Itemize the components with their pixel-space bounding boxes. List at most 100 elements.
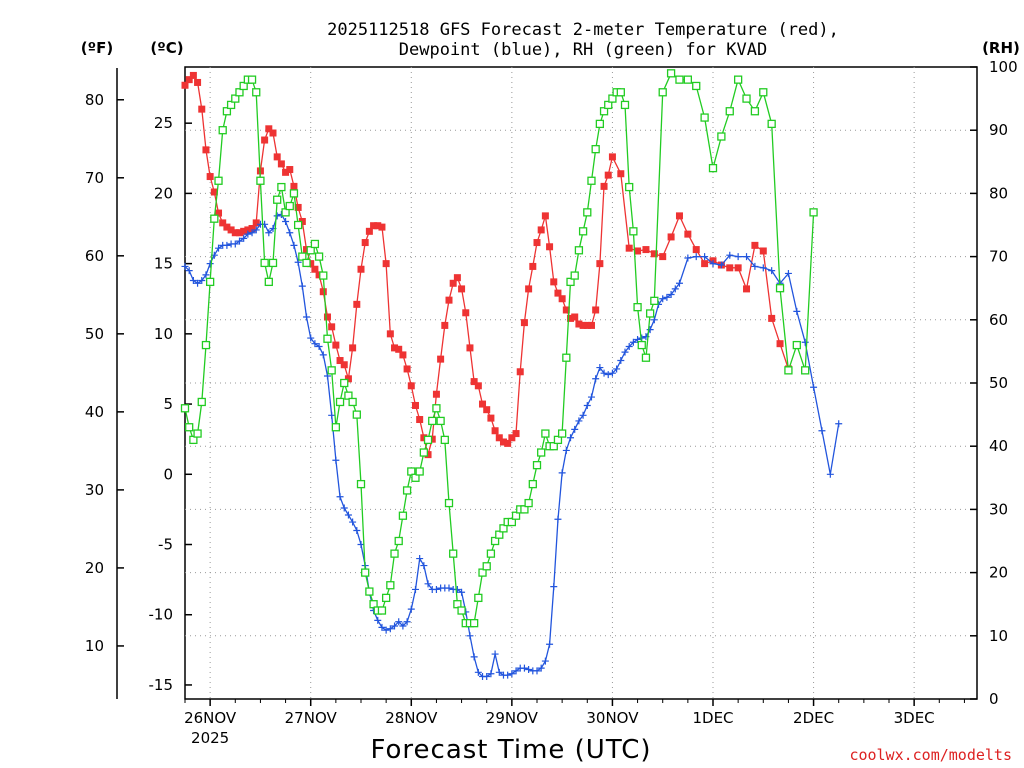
rh-point [524,498,533,508]
rh-tick-label: 20 [989,564,1008,582]
temperature-point [726,264,734,272]
rh-point [490,536,500,546]
rh-tick-label: 90 [989,121,1008,139]
x-tick-label: 28NOV [385,709,438,727]
rh-point [700,113,709,122]
dewpoint-point [734,253,742,261]
dewpoint-point [504,671,512,679]
temperature-point [194,78,202,86]
rh-point [792,340,801,350]
temperature-point [185,76,193,84]
rh-point [226,100,236,110]
rh-point [273,195,282,204]
dewpoint-point [403,618,411,626]
celsius-tick-label: -15 [149,676,174,694]
dewpoint-point [474,668,482,676]
rh-point [264,277,273,287]
dewpoint-point [470,653,478,661]
rh-point [591,145,600,154]
rh-point [361,568,370,577]
rh-point [235,88,244,97]
credit-text[interactable]: coolwx.com/modelts [849,746,1012,764]
temperature-point [634,247,642,255]
temperature-point [323,313,331,321]
temperature-point [349,344,357,352]
dewpoint-point [541,657,549,665]
rh-tick-label: 50 [989,374,1008,392]
series [180,69,843,681]
dewpoint-point [546,640,554,648]
dewpoint-point [248,229,256,237]
fahrenheit-tick-label: 60 [85,247,104,265]
dewpoint-point [420,562,428,570]
dewpoint-point [667,291,675,299]
temperature-point [525,285,533,293]
rh-point [557,429,567,438]
dewpoint-point [252,226,260,234]
temperature-point [428,435,436,443]
temperature-point [378,223,386,231]
dewpoint-point [353,526,361,534]
temperature-point [520,319,528,327]
rh-point [310,239,320,249]
rh-tick-label: 0 [989,690,999,708]
dewpoint-point [487,670,495,678]
dewpoint-point [650,316,658,324]
rh-point [692,81,701,91]
celsius-tick-label: 25 [154,114,173,132]
rh-point [369,600,378,609]
rh-point [344,391,353,400]
rh-point [750,107,760,116]
dewpoint-point [290,241,298,249]
fahrenheit-unit-label: (ºF) [81,39,113,57]
fahrenheit-tick-label: 30 [85,481,104,499]
temperature-point [391,344,399,352]
rh-point [306,246,315,255]
temperature-point [701,260,709,268]
dewpoint-point [579,411,587,419]
dewpoint-point [634,335,642,343]
rh-point [570,271,579,280]
temperature-point [751,241,759,249]
rh-point [549,442,558,451]
dewpoint-point [391,622,399,630]
temperature-point [319,288,327,296]
temperature-point [667,233,675,241]
temperature-point [516,368,524,376]
dewpoint-point [684,254,692,262]
dewpoint-point [621,348,629,356]
temperature-point [416,416,424,424]
rh-point [708,163,718,173]
rh-point [499,524,508,533]
dewpoint-point [701,253,709,261]
rh-point [532,461,542,470]
dewpoint-point [491,650,499,658]
rh-point [444,498,454,508]
dewpoint-point [554,515,562,523]
dewpoint-point [550,583,558,591]
rh-point [201,340,211,350]
rh-point [432,404,441,413]
rh-point [335,397,345,407]
dewpoint-point [575,417,583,425]
rh-point [608,94,617,103]
temperature-point [282,168,290,176]
rh-point [578,227,588,236]
rh-point [348,397,357,407]
rh-point [407,467,416,476]
celsius-unit-label: (ºC) [150,39,183,57]
rh-point [482,562,491,571]
dewpoint-point [206,260,214,268]
temperature-point [483,406,491,414]
rh-point [478,568,487,577]
temperature-point [307,260,315,268]
rh-point [625,182,634,192]
rh-tick-label: 30 [989,500,1008,518]
dewpoint-point [198,276,206,284]
dewpoint-point [596,364,604,372]
rh-point [683,75,693,84]
dewpoint-point [319,351,327,359]
temperature-point [269,129,277,137]
temperature-point [466,344,474,352]
x-axis-label: Forecast Time (UTC) [370,735,651,765]
